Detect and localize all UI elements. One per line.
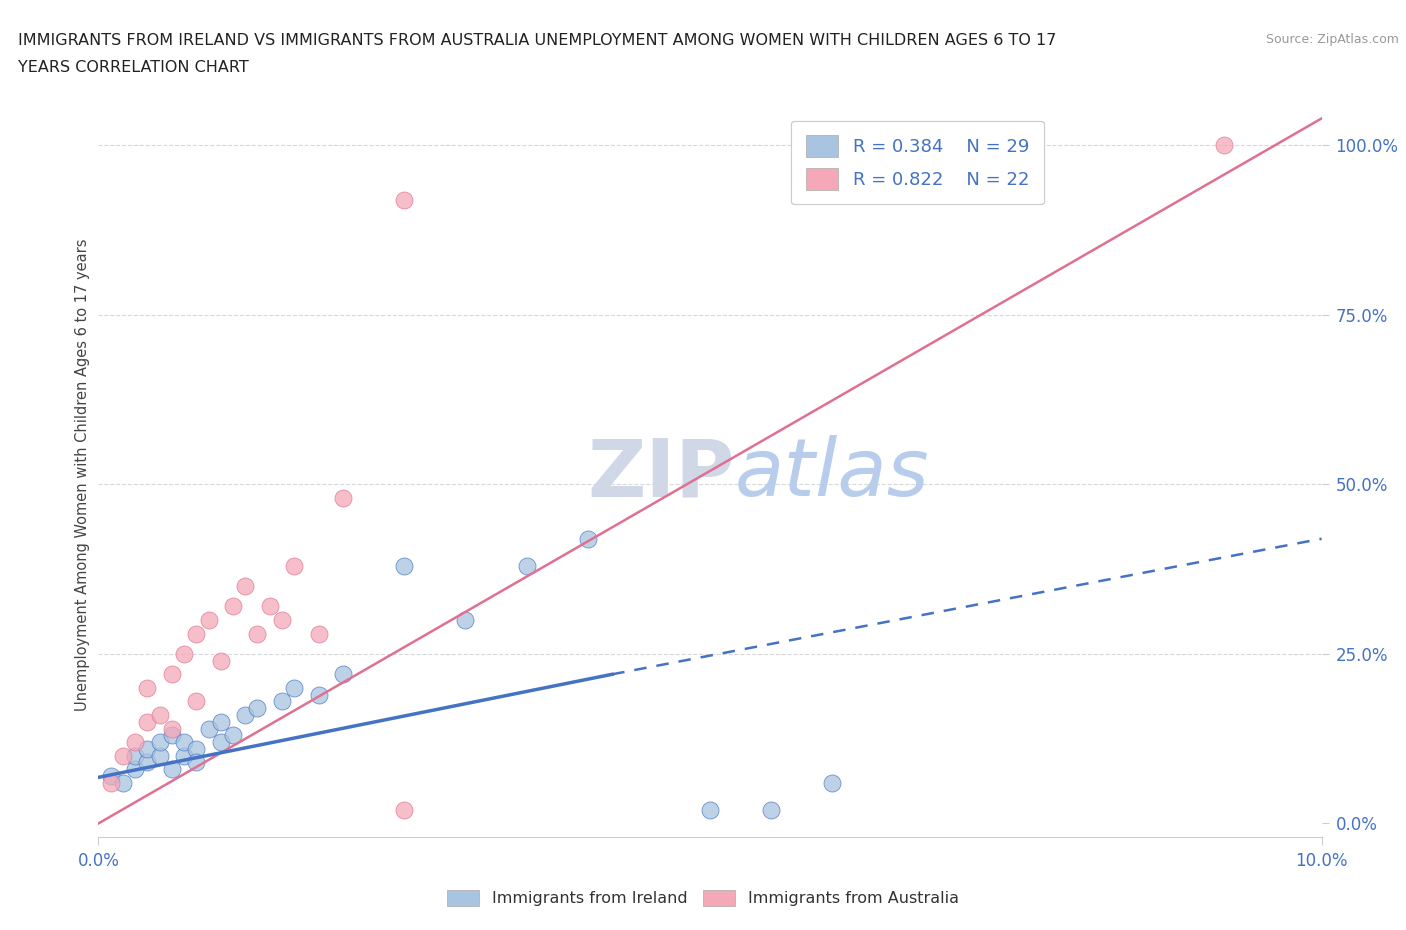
Point	[136, 681, 159, 696]
Point	[173, 735, 195, 750]
Point	[222, 599, 245, 614]
Point	[160, 721, 183, 736]
Point	[124, 735, 146, 750]
Text: IMMIGRANTS FROM IRELAND VS IMMIGRANTS FROM AUSTRALIA UNEMPLOYMENT AMONG WOMEN WI: IMMIGRANTS FROM IRELAND VS IMMIGRANTS FR…	[18, 33, 1057, 47]
Point	[111, 749, 134, 764]
Point	[516, 558, 538, 573]
Point	[392, 193, 416, 207]
Point	[233, 578, 256, 593]
Point	[186, 755, 208, 770]
Point	[160, 728, 183, 743]
Point	[332, 667, 354, 682]
Point	[454, 613, 477, 628]
Point	[136, 755, 159, 770]
Point	[197, 613, 219, 628]
Point	[173, 749, 195, 764]
Point	[100, 768, 122, 783]
Point	[222, 728, 245, 743]
Point	[136, 741, 159, 756]
Point	[233, 708, 256, 723]
Point	[332, 491, 354, 506]
Point	[124, 749, 146, 764]
Point	[209, 714, 232, 729]
Y-axis label: Unemployment Among Women with Children Ages 6 to 17 years: Unemployment Among Women with Children A…	[75, 238, 90, 711]
Text: atlas: atlas	[734, 435, 929, 513]
Point	[149, 708, 172, 723]
Point	[186, 626, 208, 641]
Point	[124, 762, 146, 777]
Legend: Immigrants from Ireland, Immigrants from Australia: Immigrants from Ireland, Immigrants from…	[440, 884, 966, 912]
Point	[111, 776, 134, 790]
Point	[209, 735, 232, 750]
Point	[197, 721, 219, 736]
Point	[160, 667, 183, 682]
Point	[259, 599, 281, 614]
Point	[576, 531, 599, 546]
Point	[186, 741, 208, 756]
Legend: R = 0.384    N = 29, R = 0.822    N = 22: R = 0.384 N = 29, R = 0.822 N = 22	[792, 121, 1043, 205]
Text: Source: ZipAtlas.com: Source: ZipAtlas.com	[1265, 33, 1399, 46]
Point	[100, 776, 122, 790]
Point	[1212, 138, 1234, 153]
Point	[246, 626, 269, 641]
Point	[246, 700, 269, 715]
Point	[308, 687, 330, 702]
Point	[759, 803, 782, 817]
Point	[149, 749, 172, 764]
Point	[283, 558, 305, 573]
Point	[392, 803, 416, 817]
Point	[209, 653, 232, 668]
Point	[160, 762, 183, 777]
Point	[308, 626, 330, 641]
Point	[149, 735, 172, 750]
Point	[173, 646, 195, 661]
Point	[283, 681, 305, 696]
Text: YEARS CORRELATION CHART: YEARS CORRELATION CHART	[18, 60, 249, 75]
Point	[270, 694, 292, 709]
Point	[821, 776, 844, 790]
Point	[392, 558, 416, 573]
Point	[186, 694, 208, 709]
Point	[270, 613, 292, 628]
Point	[699, 803, 721, 817]
Text: ZIP: ZIP	[588, 435, 734, 513]
Point	[136, 714, 159, 729]
Point	[883, 185, 905, 200]
